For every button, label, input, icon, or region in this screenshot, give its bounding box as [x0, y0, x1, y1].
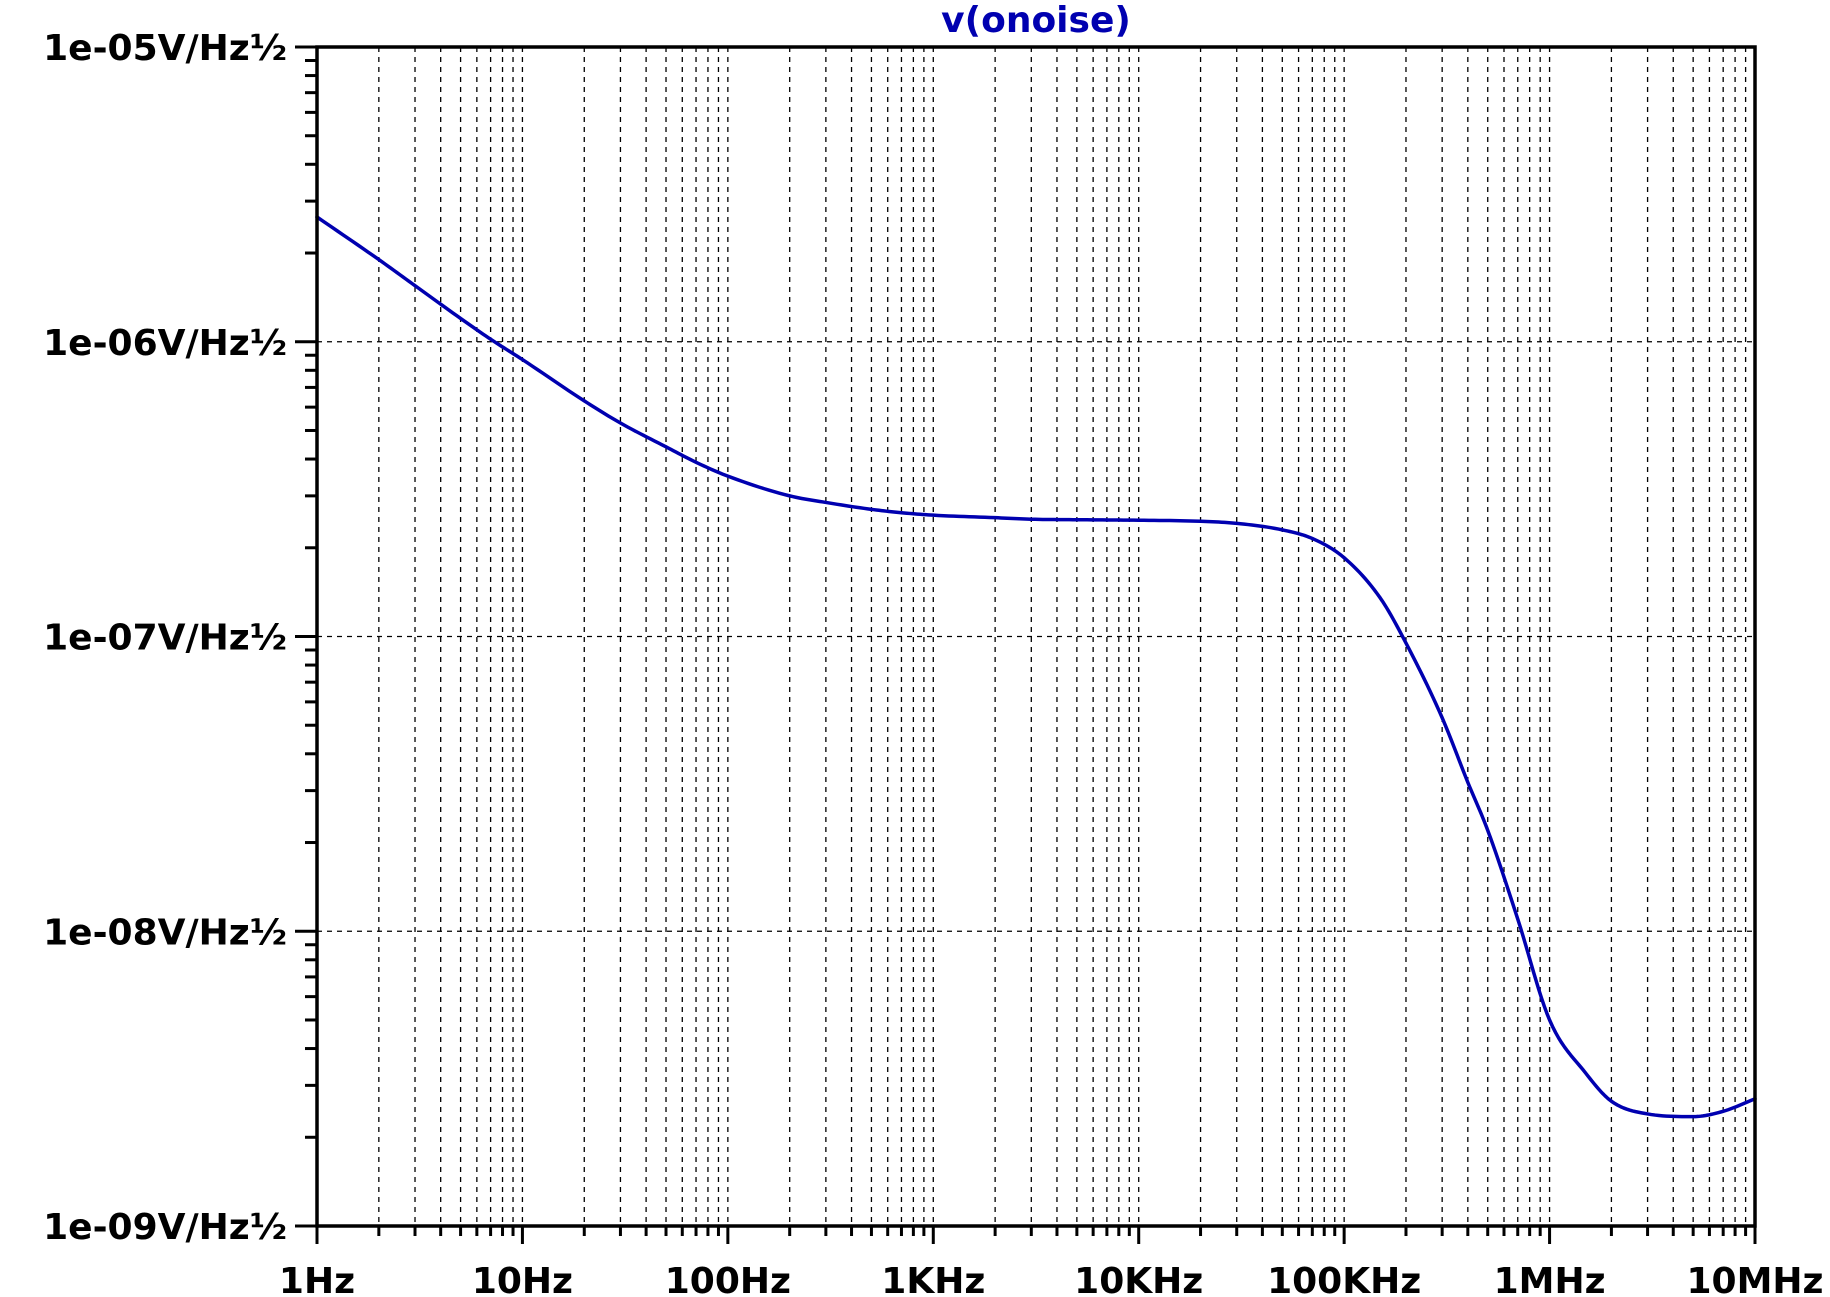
series-line-onoise [315, 215, 1757, 1119]
y-tick-label: 1e-07V/Hz½ [43, 618, 287, 659]
y-tick-label: 1e-06V/Hz½ [43, 323, 287, 364]
axis-labels: 1e-05V/Hz½ 1e-06V/Hz½ 1e-07V/Hz½ 1e-08V/Hz½… [43, 28, 1823, 1297]
x-tick-label: 1MHz [1494, 1261, 1606, 1297]
x-tick-label: 100KHz [1267, 1261, 1421, 1297]
trace-layer [315, 215, 1757, 1119]
x-tick-label: 10MHz [1686, 1261, 1823, 1297]
y-tick-label: 1e-09V/Hz½ [43, 1207, 287, 1248]
y-tick-label: 1e-08V/Hz½ [43, 912, 287, 953]
axis-ticks [295, 45, 1757, 1244]
x-tick-label: 100Hz [665, 1261, 791, 1297]
x-tick-label: 10KHz [1074, 1261, 1203, 1297]
x-tick-label: 1Hz [279, 1261, 355, 1297]
x-tick-label: 10Hz [472, 1261, 573, 1297]
chart-title: v(onoise) [941, 0, 1131, 41]
x-tick-label: 1KHz [881, 1261, 985, 1297]
y-tick-label: 1e-05V/Hz½ [43, 28, 287, 69]
grid-lines [317, 47, 1755, 1226]
